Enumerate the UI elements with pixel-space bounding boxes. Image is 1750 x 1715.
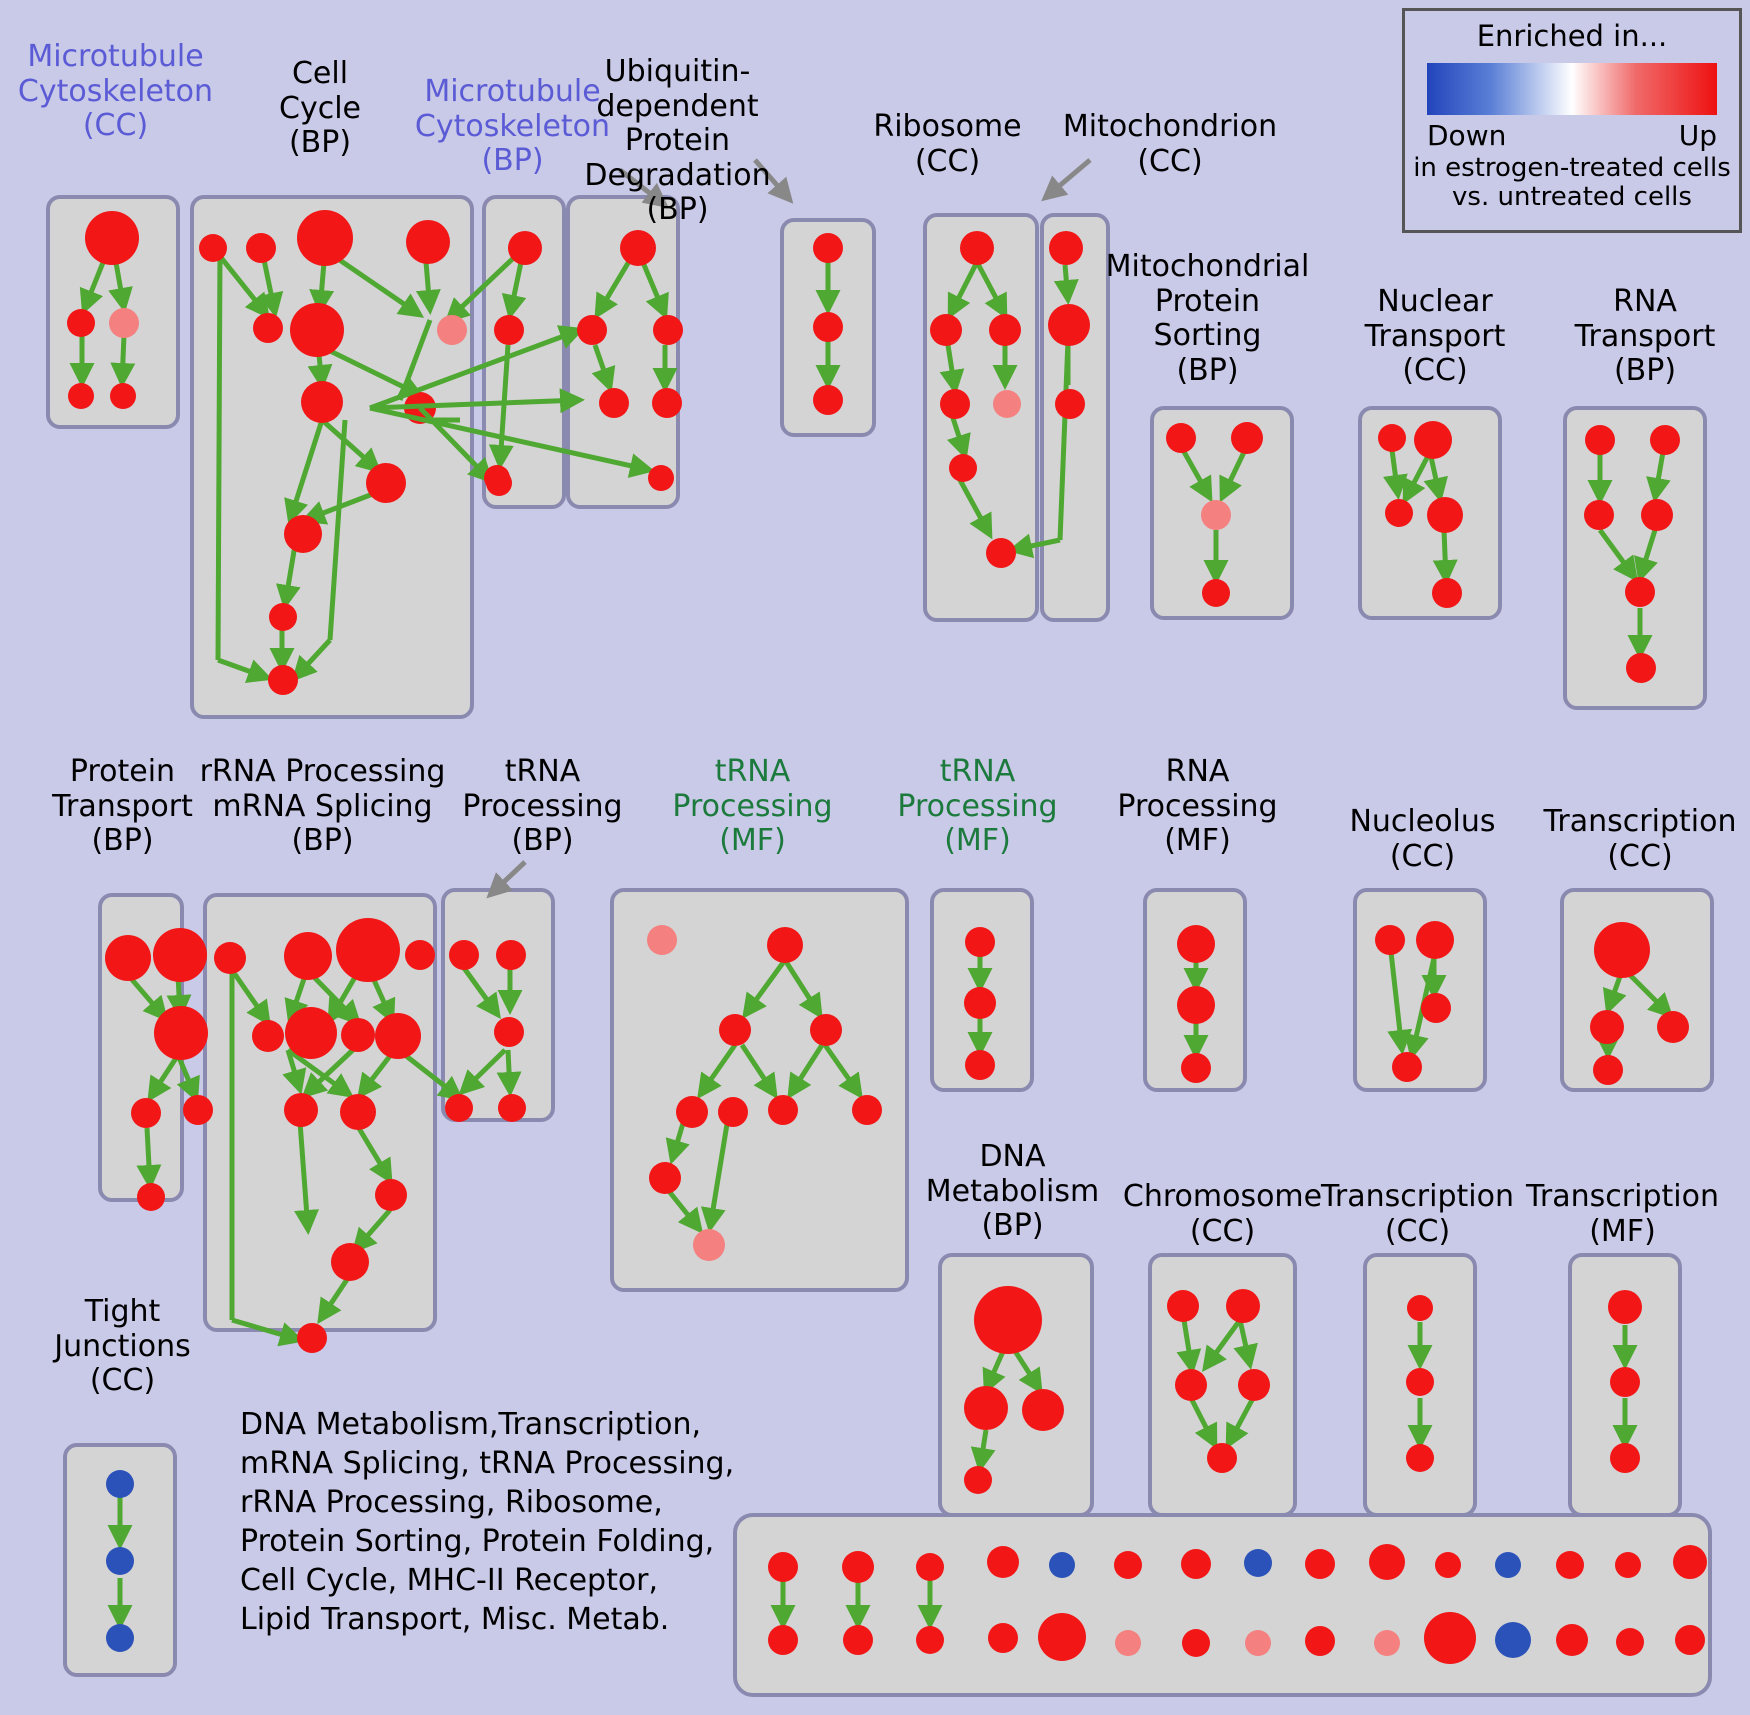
module-label-misc-module: DNA Metabolism,Transcription, mRNA Splic…: [240, 1407, 735, 1637]
module-graph-transcription-cc-1: [1590, 922, 1689, 1085]
module-graph-transcription-mf: [1608, 1290, 1642, 1473]
module-label-trna-processing-mf-2: tRNA Processing (MF): [897, 754, 1058, 858]
module-graph-rrna-processing-mrna-splicing-bp: [214, 918, 464, 1353]
module-graph-rna-transport-bp: [1584, 425, 1680, 683]
module-label-microtubule-cytoskeleton-cc: Microtubule Cytoskeleton (CC): [17, 39, 214, 143]
module-label-nucleolus-cc: Nucleolus (CC): [1349, 804, 1496, 874]
module-graph-ubiquitin-chain: [813, 233, 843, 415]
module-graph-mitochondrial-protein-sorting-bp: [1166, 422, 1263, 607]
module-graph-mitochondrion-cc: [1048, 231, 1090, 419]
module-graph-chromosome-cc: [1167, 1289, 1270, 1473]
module-label-mitochondrial-protein-sorting-bp: Mitochondrial Protein Sorting (BP): [1105, 249, 1310, 388]
module-graph-transcription-cc-2: [1406, 1295, 1434, 1472]
module-label-rrna-processing-mrna-splicing-bp: rRNA Processing mRNA Splicing (BP): [199, 754, 446, 858]
module-graph-misc-module: [768, 1544, 1707, 1664]
module-graph-ubiquitin-protein-degradation-bp: [369, 230, 683, 496]
legend-up-label: Up: [1678, 119, 1717, 152]
legend-title: Enriched in...: [1476, 19, 1668, 53]
module-graph-cell-cycle-bp: [199, 210, 460, 695]
module-label-dna-metabolism-bp: DNA Metabolism (BP): [925, 1139, 1100, 1243]
module-label-rna-transport-bp: RNA Transport (BP): [1574, 284, 1716, 388]
module-label-trna-processing-mf-1: tRNA Processing (MF): [672, 754, 833, 858]
module-label-ubiquitin-dependent-protein-degradation-bp: Ubiquitin- dependent Protein Degradation…: [584, 54, 771, 227]
module-graph-trna-processing-mf-2: [964, 927, 996, 1080]
legend-down-label: Down: [1427, 119, 1507, 152]
legend-subtitle: in estrogen-treated cells vs. untreated …: [1413, 153, 1731, 212]
module-label-tight-junctions-cc: Tight Junctions (CC): [54, 1294, 191, 1398]
module-graph-tight-junctions-cc: [106, 1470, 134, 1652]
module-label-microtubule-cytoskeleton-bp: Microtubule Cytoskeleton (BP): [414, 74, 611, 178]
module-label-trna-processing-bp: tRNA Processing (BP): [462, 754, 623, 858]
module-graph-microtubule-cytoskeleton-cc: [67, 211, 139, 409]
legend-panel: Enriched in... Down Up in estrogen-treat…: [1402, 8, 1742, 233]
module-label-nuclear-transport-cc: Nuclear Transport (CC): [1364, 284, 1506, 388]
module-label-transcription-cc-2: Transcription (CC): [1321, 1179, 1514, 1249]
module-label-cell-cycle-bp: Cell Cycle (BP): [279, 56, 361, 160]
legend-color-gradient: [1427, 63, 1717, 115]
module-graph-nuclear-transport-cc: [1378, 421, 1463, 608]
module-graph-nucleolus-cc: [1375, 921, 1454, 1082]
module-label-protein-transport-bp: Protein Transport (BP): [52, 754, 193, 858]
module-label-rna-processing-mf: RNA Processing (MF): [1117, 754, 1278, 858]
module-graph-trna-processing-mf-1: [647, 925, 882, 1261]
module-graph-rna-processing-mf: [1177, 925, 1215, 1083]
module-graph-protein-transport-bp: [105, 928, 213, 1211]
label-pointers: [486, 158, 1092, 899]
module-label-ribosome-cc: Ribosome (CC): [873, 109, 1022, 179]
module-graph-trna-processing-bp: [445, 940, 526, 1122]
module-graph-dna-metabolism-bp: [964, 1286, 1064, 1494]
module-label-transcription-mf: Transcription (MF): [1526, 1179, 1719, 1249]
module-label-transcription-cc-1: Transcription (CC): [1543, 804, 1737, 874]
module-label-mitochondrion-cc: Mitochondrion (CC): [1062, 109, 1278, 179]
module-label-chromosome-cc: Chromosome (CC): [1122, 1179, 1323, 1249]
